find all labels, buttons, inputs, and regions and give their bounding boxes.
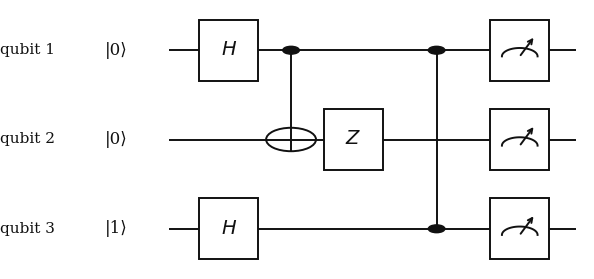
Circle shape bbox=[428, 225, 445, 233]
Bar bbox=[490, 109, 549, 170]
Text: |1⟩: |1⟩ bbox=[105, 220, 127, 237]
Bar bbox=[324, 109, 383, 170]
Circle shape bbox=[283, 46, 299, 54]
Text: $Z$: $Z$ bbox=[345, 131, 362, 148]
Text: qubit 3: qubit 3 bbox=[0, 222, 55, 236]
Bar bbox=[199, 20, 258, 81]
Text: |0⟩: |0⟩ bbox=[105, 131, 127, 148]
Circle shape bbox=[428, 46, 445, 54]
Text: $H$: $H$ bbox=[220, 220, 237, 238]
Bar bbox=[490, 198, 549, 259]
Bar bbox=[199, 198, 258, 259]
Text: qubit 1: qubit 1 bbox=[0, 43, 55, 57]
Circle shape bbox=[266, 128, 316, 151]
Text: qubit 2: qubit 2 bbox=[0, 133, 55, 146]
Bar bbox=[490, 20, 549, 81]
Text: |0⟩: |0⟩ bbox=[105, 42, 127, 59]
Text: $H$: $H$ bbox=[220, 41, 237, 59]
